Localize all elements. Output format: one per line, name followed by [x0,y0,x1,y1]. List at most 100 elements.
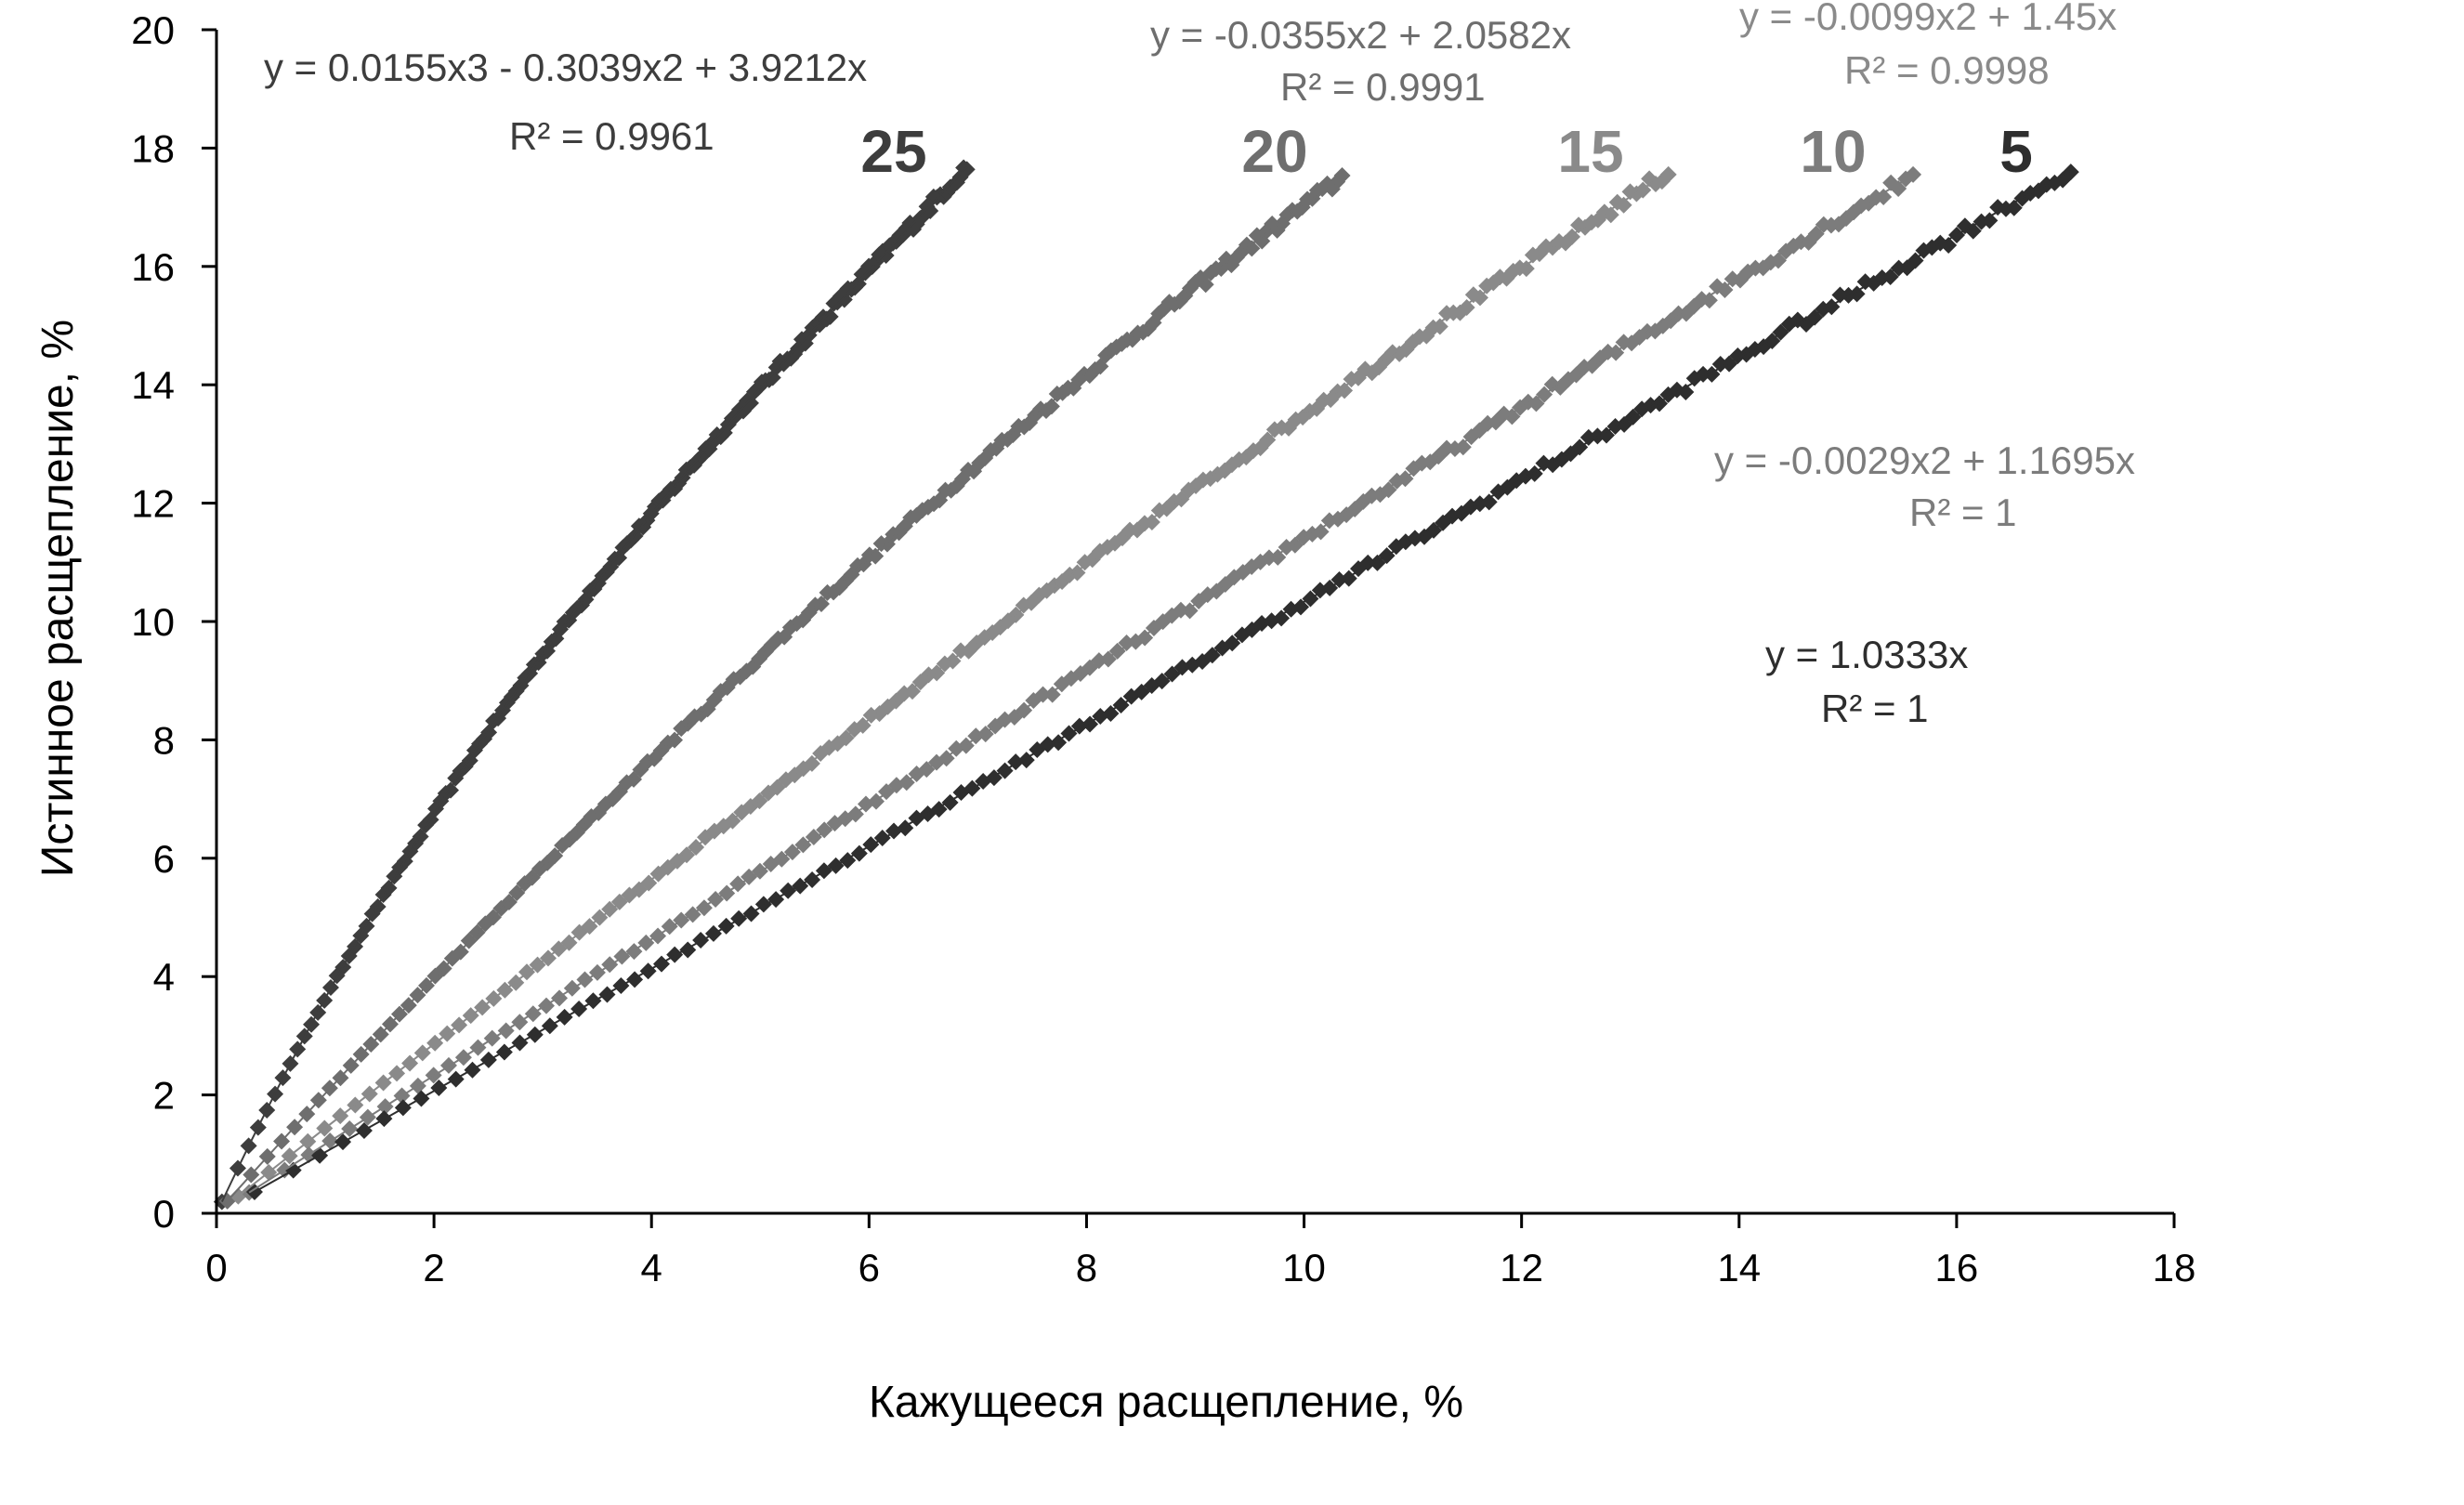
data-point-series-15 [1458,299,1475,317]
data-point-series-15 [904,683,922,700]
data-point-series-10 [1396,470,1414,488]
data-point-series-15 [1615,196,1632,214]
series-label-20: 20 [1241,118,1307,185]
trendline-series-25 [220,166,968,1203]
trendline-series-20 [226,177,1343,1202]
r2-series-5: R² = 1 [1821,687,1929,730]
data-point-series-5 [1598,426,1615,444]
y-tick-label: 2 [153,1074,175,1118]
data-point-series-5 [1677,384,1695,401]
data-point-series-5 [1695,365,1712,383]
trendlines-layer [220,166,2072,1203]
series-label-5: 5 [1999,118,2033,185]
data-point-series-5 [941,793,959,811]
x-tick-label: 2 [423,1246,444,1289]
x-tick-label: 10 [1282,1246,1326,1289]
data-point-series-10 [1800,233,1817,251]
data-point-series-25 [958,161,976,178]
data-point-series-5 [2005,199,2023,216]
data-point-series-10 [1700,292,1718,309]
y-tick-label: 12 [131,482,175,526]
data-point-series-10 [1875,188,1893,205]
equation-series-5: y = 1.0333x [1765,633,1968,676]
data-point-series-5 [1848,285,1866,303]
data-point-series-5 [1359,554,1377,571]
x-tick-label: 0 [205,1246,227,1289]
data-point-series-5 [1480,493,1498,511]
equation-series-20: y = -0.0355x2 + 2.0582x [1150,13,1571,57]
data-point-series-15 [540,949,557,967]
data-point-series-15 [1336,382,1354,399]
trendline-series-15 [237,171,1670,1197]
data-point-series-5 [1292,598,1310,616]
x-tick-label: 8 [1076,1246,1097,1289]
data-point-series-5 [2062,164,2079,181]
trendline-series-10 [248,174,1914,1194]
data-point-series-15 [1517,260,1535,278]
data-point-series-25 [938,184,956,202]
x-tick-label: 18 [2153,1246,2196,1289]
series-label-15: 15 [1557,118,1623,185]
data-point-series-10 [1181,602,1199,620]
data-point-series-10 [1454,438,1472,456]
data-point-series-15 [1431,318,1448,335]
data-point-series-10 [937,750,955,767]
data-point-series-15 [1602,206,1619,224]
data-point-series-10 [1043,686,1061,703]
data-point-series-5 [1981,212,1999,229]
y-tick-label: 18 [131,126,175,170]
axes-layer: 0 2 4 6 8 10 12 14 16 18 0 2 4 6 8 10 12 14 16 18 20 [131,8,2195,1289]
data-point-series-5 [1964,222,1982,240]
data-point-series-15 [1143,514,1160,531]
y-tick-label: 0 [153,1192,175,1236]
x-tick-label: 12 [1500,1246,1543,1289]
data-point-series-15 [1659,165,1677,183]
data-point-series-20 [812,595,830,613]
equation-series-25: y = 0.0155x3 - 0.3039x2 + 3.9212x [264,46,867,89]
data-point-series-10 [1172,601,1189,619]
x-tick-label: 6 [858,1246,880,1289]
x-tick-label: 16 [1935,1246,1979,1289]
data-point-series-25 [922,202,939,219]
y-tick-label: 10 [131,600,175,644]
data-point-series-10 [1503,408,1521,425]
data-point-series-5 [1881,268,1899,285]
data-point-series-20 [1197,276,1214,294]
data-point-series-25 [821,308,839,325]
data-point-series-5 [1102,705,1120,723]
y-tick-label: 16 [131,245,175,289]
x-axis-title: Кажущееся расщепление, % [869,1378,1463,1427]
y-axis-title: Истинное расщепление, % [33,320,83,877]
y-tick-label: 20 [131,8,175,52]
y-tick-label: 4 [153,955,175,999]
data-point-series-20 [666,731,684,749]
data-point-series-10 [1269,548,1287,566]
y-tick-label: 6 [153,837,175,881]
equation-series-15: y = -0.0099x2 + 1.45x [1739,0,2117,38]
data-point-series-15 [1194,471,1212,489]
r2-series-10: R² = 1 [1909,491,2017,534]
data-point-series-10 [1890,180,1907,198]
data-point-series-5 [1273,609,1291,627]
data-point-series-20 [1243,240,1261,257]
data-points-layer [213,159,2079,1211]
y-tick-label: 14 [131,363,175,407]
data-point-series-10 [1136,629,1154,647]
x-tick-label: 4 [641,1246,662,1289]
equation-series-10: y = -0.0029x2 + 1.1695x [1714,438,2135,482]
series-label-10: 10 [1800,118,1866,185]
data-point-series-20 [867,547,885,565]
r2-series-15: R² = 0.9998 [1844,48,2050,92]
r2-series-20: R² = 0.9991 [1280,65,1486,109]
r2-series-25: R² = 0.9961 [509,114,714,158]
trendline-series-5 [254,169,2072,1193]
y-tick-label: 8 [153,718,175,762]
data-point-series-10 [1716,281,1734,299]
series-label-25: 25 [860,118,926,185]
data-point-series-20 [1042,398,1060,415]
x-tick-label: 14 [1717,1246,1761,1289]
data-point-series-10 [1527,395,1545,412]
data-point-series-10 [1312,523,1330,541]
